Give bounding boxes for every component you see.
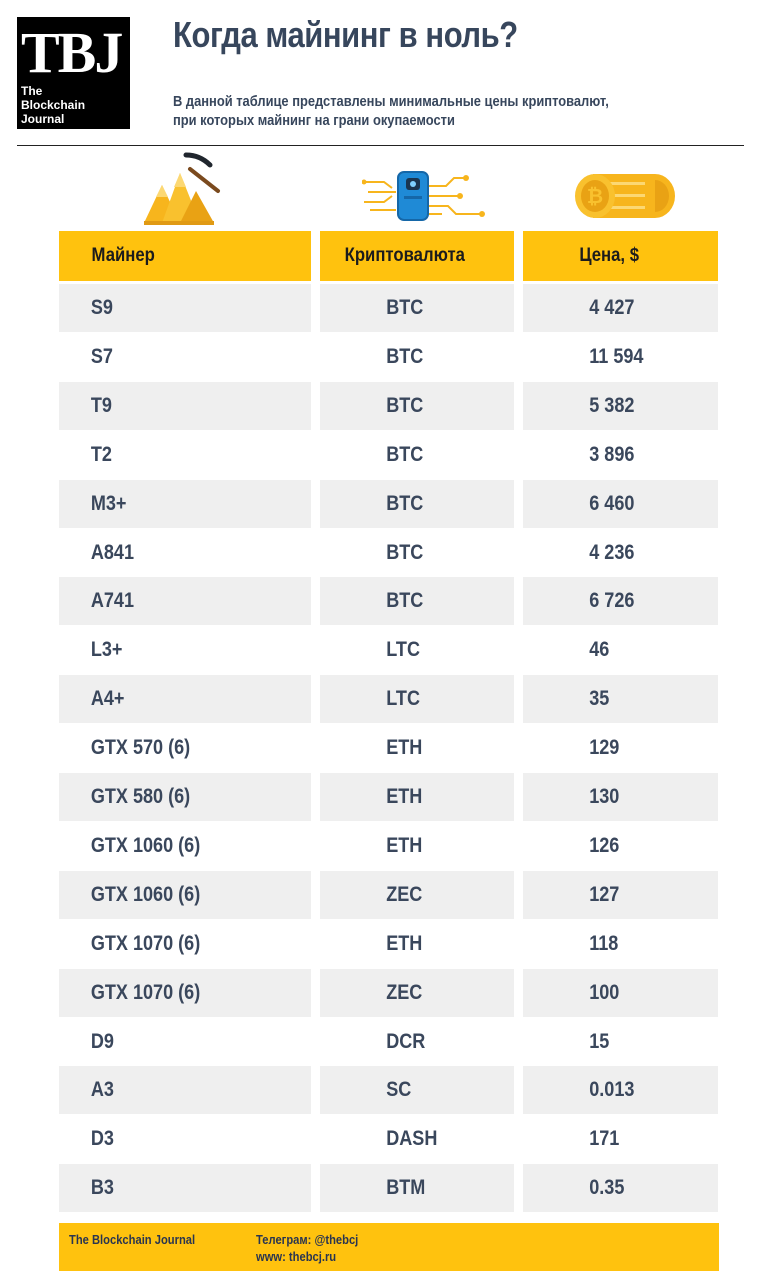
footer-website: www: thebcj.ru [256,1249,337,1264]
cell-price: 35 [523,675,718,723]
cell-currency: ZEC [320,871,514,919]
cell-price: 0.013 [523,1066,718,1114]
cell-currency: DCR [386,1030,426,1053]
cell-currency: ZEC [320,969,514,1017]
cell-miner: GTX 1060 (6) [90,834,201,857]
cell-miner: A4+ [59,675,311,723]
cell-currency: BTC [386,443,424,466]
logo-text: The Blockchain Journal [21,84,86,126]
cell-price: 100 [523,969,718,1017]
cell-currency: ETH [386,834,423,857]
cell-price: 4 236 [589,541,635,564]
cell-currency: ETH [320,773,514,821]
cell-miner: D9 [90,1030,114,1053]
cell-miner: GTX 1070 (6) [59,969,311,1017]
tbj-logo: TBJ The Blockchain Journal [17,17,130,129]
header-miner: Майнер [59,231,311,281]
logo-mark: TBJ [21,20,123,85]
cell-price: 4 427 [523,284,718,332]
cell-price: 118 [589,932,619,955]
footer-bar: The Blockchain Journal Телеграм: @thebcj… [59,1223,719,1271]
cell-price: 0.35 [523,1164,718,1212]
cell-price: 46 [589,638,610,661]
cell-miner: A741 [59,577,311,625]
cell-miner: A3 [59,1066,311,1114]
cell-price: 126 [589,834,620,857]
cell-price: 6 460 [523,480,718,528]
cell-miner: T2 [90,443,112,466]
cell-currency: BTC [320,480,514,528]
header-currency: Криптовалюта [320,231,514,281]
page-subtitle: В данной таблице представлены минимальны… [173,93,609,129]
page-title: Когда майнинг в ноль? [173,14,518,55]
cell-currency: BTC [386,345,424,368]
cell-currency: ETH [386,736,423,759]
cell-price: 130 [523,773,718,821]
cell-currency: ETH [386,932,423,955]
svg-text:₿: ₿ [587,186,603,208]
cell-price: 127 [523,871,718,919]
cell-currency: LTC [320,675,514,723]
cell-miner: GTX 1060 (6) [59,871,311,919]
cell-miner: T9 [59,382,311,430]
cell-price: 11 594 [589,345,644,368]
cell-currency: BTC [320,284,514,332]
mining-pile-icon [144,152,220,225]
cell-price: 171 [589,1127,620,1150]
cell-currency: SC [320,1066,514,1114]
cell-miner: L3+ [90,638,123,661]
divider [17,145,744,146]
cell-price: 3 896 [589,443,635,466]
footer-telegram: Телеграм: @thebcj [256,1232,359,1247]
footer-brand: The Blockchain Journal [69,1232,196,1247]
cell-currency: BTC [320,382,514,430]
header-price: Цена, $ [523,231,718,281]
cell-miner: B3 [59,1164,311,1212]
coin-stack-icon: ₿ [575,174,675,218]
cell-miner: GTX 580 (6) [59,773,311,821]
cell-currency: BTC [320,577,514,625]
cell-miner: M3+ [59,480,311,528]
cell-miner: S9 [59,284,311,332]
cell-currency: DASH [386,1127,438,1150]
blockchain-chip-icon [362,171,485,221]
cell-price: 15 [589,1030,610,1053]
cell-currency: BTC [386,541,424,564]
cell-miner: D3 [90,1127,114,1150]
cell-miner: S7 [90,345,113,368]
cell-price: 6 726 [523,577,718,625]
cell-miner: GTX 570 (6) [90,736,191,759]
cell-currency: BTM [320,1164,514,1212]
cell-price: 129 [589,736,620,759]
cell-miner: A841 [90,541,134,564]
cell-miner: GTX 1070 (6) [90,932,201,955]
cell-currency: LTC [386,638,420,661]
cell-price: 5 382 [523,382,718,430]
